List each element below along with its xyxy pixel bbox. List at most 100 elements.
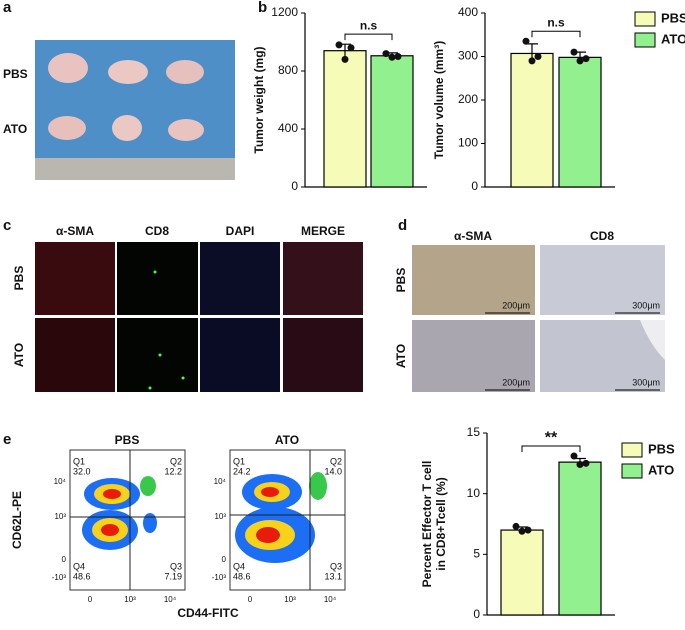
y-axis-label: Percent Effector T cell (420, 461, 434, 588)
legend-swatch (634, 11, 656, 27)
panel-label: a (3, 0, 12, 16)
quadrant-name: Q4 (233, 561, 245, 571)
quadrant-name: Q1 (233, 456, 245, 466)
column-label: MERGE (301, 224, 345, 238)
plot-title: PBS (115, 433, 140, 447)
bar (510, 52, 554, 188)
y-tick-label: 800 (278, 63, 298, 77)
data-point (522, 37, 530, 45)
quadrant-value: 48.6 (73, 571, 91, 581)
y-tick-label: 10³ (54, 512, 66, 521)
row-label: ATO (3, 122, 27, 136)
data-point (394, 53, 402, 60)
column-label: DAPI (226, 224, 255, 238)
data-point (382, 50, 390, 58)
x-axis-label: CD44-FITC (177, 606, 239, 620)
data-point (518, 527, 526, 535)
scale-bar-label: 300μm (632, 300, 660, 310)
data-point (570, 48, 578, 56)
y-tick-label: 400 (458, 5, 478, 19)
panel-label: d (398, 217, 407, 234)
data-point (582, 459, 590, 467)
quadrant-value: 13.1 (324, 571, 342, 581)
x-tick-label: 10³ (284, 595, 296, 604)
data-point (570, 452, 578, 460)
quadrant-value: 12.2 (164, 466, 182, 476)
y-tick-label: 0 (291, 179, 298, 193)
quadrant-value: 7.19 (164, 571, 182, 581)
quadrant-name: Q3 (170, 561, 182, 571)
bar (370, 55, 414, 188)
significance-label: n.s (547, 15, 565, 29)
x-tick-label: 10³ (124, 595, 136, 604)
legend-label: ATO (661, 31, 685, 46)
bar (558, 56, 602, 188)
quadrant-name: Q2 (330, 456, 342, 466)
significance-bracket (344, 33, 393, 41)
row-label: ATO (394, 344, 408, 368)
y-axis-label: in CD8+Tcell (%) (434, 477, 448, 570)
y-tick-label: 10 (467, 486, 481, 500)
legend-label: PBS (648, 441, 675, 456)
column-label: CD8 (590, 229, 614, 243)
data-point (524, 526, 532, 534)
data-point (576, 57, 584, 65)
y-tick-label: -10³ (52, 573, 67, 582)
y-tick-label: 0 (62, 555, 67, 564)
y-axis-label: CD62L-PE (10, 491, 24, 549)
x-tick-label: 0 (88, 595, 93, 604)
legend-swatch (634, 32, 656, 48)
significance-label: ** (545, 429, 558, 446)
data-point (582, 55, 590, 63)
column-label: CD8 (145, 224, 169, 238)
bar (323, 50, 367, 188)
significance-label: n.s (360, 18, 378, 32)
quadrant-name: Q2 (170, 456, 182, 466)
data-point (388, 53, 396, 61)
x-tick-label: 10⁴ (324, 595, 337, 604)
quadrant-name: Q1 (73, 456, 85, 466)
y-tick-label: 200 (458, 92, 478, 106)
bar (558, 461, 602, 616)
panel-label: e (3, 431, 11, 448)
y-tick-label: -10³ (212, 573, 227, 582)
column-label: α-SMA (454, 229, 492, 243)
scale-bar-label: 300μm (632, 377, 660, 387)
row-label: PBS (12, 266, 26, 291)
quadrant-name: Q4 (73, 561, 85, 571)
panel-label: c (3, 217, 11, 234)
y-tick-label: 400 (278, 121, 298, 135)
quadrant-name: Q3 (330, 561, 342, 571)
y-tick-label: 1200 (271, 5, 298, 19)
legend-swatch (621, 442, 643, 458)
data-point (335, 41, 343, 49)
data-point (512, 522, 520, 530)
legend-label: PBS (661, 10, 685, 25)
significance-bracket (531, 30, 581, 38)
data-point (528, 57, 536, 65)
y-tick-label: 0 (222, 555, 227, 564)
significance-bracket (521, 445, 581, 453)
quadrant-value: 24.2 (233, 466, 251, 476)
data-point (534, 53, 542, 60)
column-label: α-SMA (56, 224, 94, 238)
panel-label: b (258, 0, 267, 16)
y-axis-label: Tumor weight (mg) (252, 46, 266, 153)
plot-title: ATO (275, 433, 299, 447)
y-tick-label: 0 (473, 607, 480, 621)
y-tick-label: 15 (467, 425, 481, 439)
y-tick-label: 10⁴ (54, 477, 67, 486)
legend-swatch (621, 463, 643, 479)
quadrant-value: 14.0 (324, 466, 342, 476)
data-point (341, 55, 349, 63)
y-axis-label: Tumor volume (mm³) (432, 41, 446, 159)
x-tick-label: 0 (248, 595, 253, 604)
quadrant-value: 32.0 (73, 466, 91, 476)
y-tick-label: 300 (458, 49, 478, 63)
data-point (347, 44, 355, 52)
y-tick-label: 10⁴ (214, 477, 227, 486)
bar (500, 529, 544, 616)
legend-label: ATO (648, 462, 674, 477)
tumor-photo (35, 40, 235, 180)
